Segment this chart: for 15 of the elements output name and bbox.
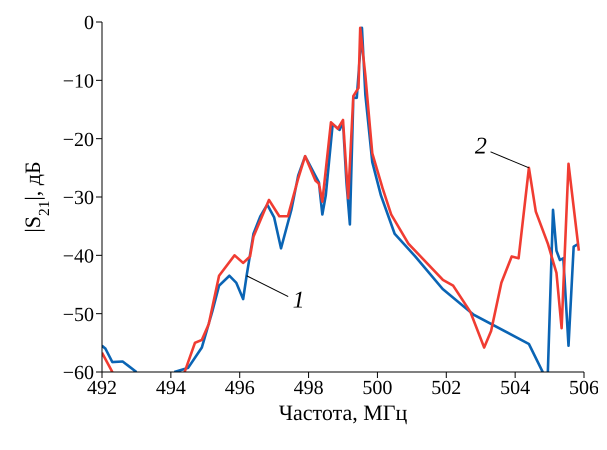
y-tick-label: −40 bbox=[62, 245, 94, 268]
x-tick-label: 496 bbox=[224, 377, 255, 400]
x-tick-label: 502 bbox=[431, 377, 462, 400]
x-tick-label: 494 bbox=[156, 377, 186, 400]
y-tick-label: −20 bbox=[62, 128, 94, 151]
y-tick-label: −30 bbox=[62, 187, 94, 210]
y-tick-label: −50 bbox=[62, 304, 94, 326]
annotation: 1 bbox=[292, 287, 305, 314]
y-tick-label: 0 bbox=[84, 12, 94, 34]
y-tick-label: −10 bbox=[62, 70, 94, 92]
x-tick-label: 498 bbox=[294, 377, 324, 400]
annotation: 2 bbox=[474, 133, 487, 160]
x-tick-label: 504 bbox=[500, 377, 530, 400]
x-tick-label: 500 bbox=[362, 377, 392, 400]
x-axis-title: Частота, МГц bbox=[278, 400, 408, 425]
